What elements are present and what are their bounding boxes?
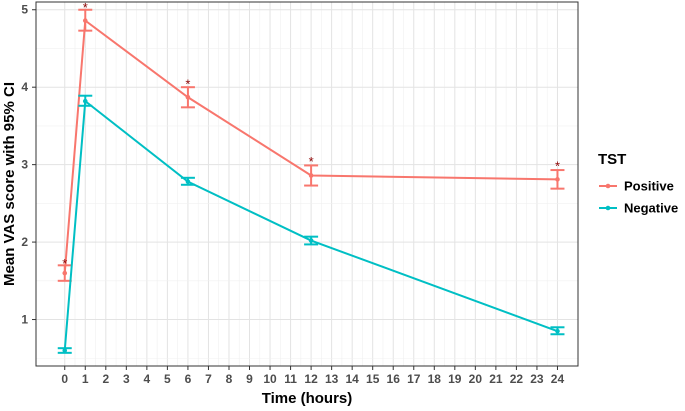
data-point — [308, 238, 314, 243]
x-tick-label: 13 — [325, 372, 339, 386]
significance-marker: * — [555, 159, 560, 174]
data-point — [308, 173, 314, 178]
x-tick-label: 16 — [387, 372, 401, 386]
x-tick-label: 4 — [144, 372, 151, 386]
legend: TST Positive Negative — [598, 151, 678, 216]
data-point — [555, 177, 560, 182]
x-tick-label: 0 — [61, 372, 68, 386]
significance-marker: * — [62, 256, 67, 271]
y-tick-label: 2 — [21, 235, 28, 249]
legend-item-negative: Negative — [599, 201, 678, 216]
x-tick-label: 9 — [246, 372, 253, 386]
x-tick-label: 20 — [469, 372, 483, 386]
series-positive — [57, 8, 565, 282]
y-axis-title: Mean VAS score with 95% CI — [1, 82, 18, 286]
significance-marker: * — [83, 0, 88, 15]
series-negative — [57, 94, 565, 354]
x-tick-label: 21 — [489, 372, 503, 386]
legend-label: Positive — [624, 179, 674, 194]
x-tick-label: 10 — [263, 372, 277, 386]
data-point — [82, 98, 88, 104]
x-tick-label: 14 — [345, 372, 359, 386]
x-tick-label: 17 — [407, 372, 421, 386]
legend-key-point — [605, 205, 611, 211]
x-tick-label: 1 — [82, 372, 89, 386]
x-axis-title: Time (hours) — [262, 390, 353, 407]
x-tick-label: 15 — [366, 372, 380, 386]
series-layer — [57, 8, 565, 354]
x-tick-label: 5 — [164, 372, 171, 386]
x-tick-label: 7 — [205, 372, 212, 386]
y-tick-label: 4 — [21, 80, 28, 94]
legend-label: Negative — [624, 201, 678, 216]
x-tick-label: 3 — [123, 372, 130, 386]
x-tick-label: 2 — [102, 372, 109, 386]
significance-marker: * — [185, 77, 190, 92]
data-point — [62, 270, 68, 276]
x-tick-label: 8 — [226, 372, 233, 386]
legend-title: TST — [598, 151, 626, 168]
data-point — [82, 18, 88, 23]
data-point — [62, 348, 68, 353]
y-tick-label: 1 — [21, 313, 28, 327]
panel-border — [35, 1, 579, 367]
data-point — [185, 94, 191, 100]
x-tick-label: 24 — [551, 372, 565, 386]
y-tick-label: 5 — [21, 3, 28, 17]
data-point — [185, 179, 191, 184]
x-tick-label: 22 — [510, 372, 524, 386]
legend-item-positive: Positive — [599, 179, 674, 194]
y-axis-ticks: 1 2 3 4 5 — [21, 3, 36, 327]
x-tick-label: 12 — [304, 372, 318, 386]
legend-key-point — [605, 183, 611, 189]
x-axis-ticks: 0 1 2 3 4 5 6 7 8 9 10 11 12 13 14 15 16 17 18 19 20 21 22 23 24 — [61, 366, 564, 386]
x-tick-label: 11 — [284, 372, 297, 386]
x-tick-label: 19 — [448, 372, 462, 386]
significance-marker: * — [309, 154, 314, 169]
grid — [36, 2, 578, 366]
x-tick-label: 18 — [428, 372, 442, 386]
x-tick-label: 23 — [530, 372, 544, 386]
data-point — [555, 328, 560, 334]
y-tick-label: 3 — [21, 158, 28, 172]
legend-items: Positive Negative — [599, 179, 678, 216]
x-tick-label: 6 — [185, 372, 192, 386]
annotations: * * * * * — [62, 0, 560, 271]
